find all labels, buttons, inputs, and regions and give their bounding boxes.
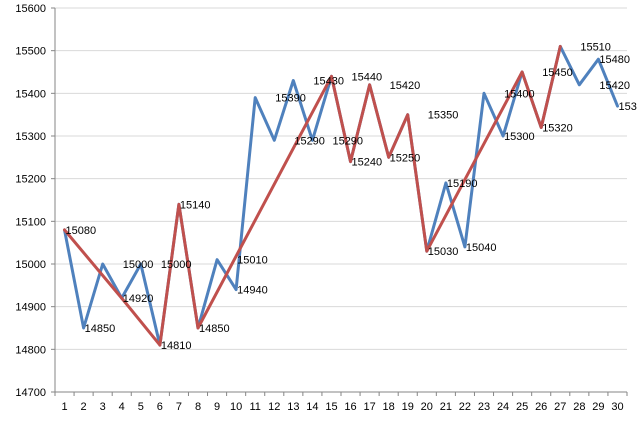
x-tick-label: 22 [459, 401, 471, 413]
x-tick-label: 11 [249, 401, 260, 413]
data-label: 15080 [66, 225, 97, 237]
data-label: 15370 [618, 101, 637, 113]
data-label: 15190 [447, 178, 478, 190]
data-label: 15390 [275, 93, 306, 105]
x-tick-label: 26 [535, 401, 547, 413]
x-tick-label: 7 [176, 401, 182, 413]
data-label: 15350 [428, 110, 459, 122]
data-label: 14850 [199, 323, 230, 335]
y-tick-label: 14700 [15, 387, 46, 399]
data-label: 15300 [504, 131, 535, 143]
y-tick-label: 15500 [15, 46, 46, 58]
data-label: 15040 [466, 242, 497, 254]
data-label: 15420 [599, 80, 630, 92]
data-label: 15140 [180, 199, 211, 211]
y-tick-label: 15200 [15, 174, 46, 186]
x-tick-label: 18 [383, 401, 395, 413]
data-label: 15440 [352, 71, 383, 83]
x-tick-label: 16 [344, 401, 356, 413]
data-label: 14920 [123, 293, 154, 305]
data-label: 15480 [599, 54, 630, 66]
y-tick-label: 14800 [15, 344, 46, 356]
y-tick-label: 14900 [15, 302, 46, 314]
y-tick-label: 15400 [15, 88, 46, 100]
x-tick-label: 25 [516, 401, 528, 413]
data-label: 15250 [390, 152, 421, 164]
x-tick-label: 4 [119, 401, 125, 413]
data-label: 15510 [580, 41, 611, 53]
x-tick-label: 30 [611, 401, 623, 413]
y-tick-label: 15600 [15, 3, 46, 15]
x-tick-label: 1 [61, 401, 67, 413]
x-tick-label: 28 [573, 401, 585, 413]
series-line-2 [63, 44, 562, 347]
x-tick-label: 9 [214, 401, 220, 413]
axes [54, 8, 627, 393]
x-tick-label: 20 [421, 401, 433, 413]
data-label: 15030 [428, 246, 459, 258]
y-tick-label: 15300 [15, 131, 46, 143]
x-axis-ticks: 1 2 3 4 5 6 7 8 9 10 11 12 13 14 15 16 17 18 19 20 21 22 23 24 2… [54, 392, 628, 413]
x-tick-label: 19 [402, 401, 414, 413]
data-label: 14810 [161, 340, 192, 352]
data-label: 15450 [542, 67, 573, 79]
x-tick-label: 2 [81, 401, 87, 413]
x-tick-label: 21 [440, 401, 452, 413]
x-tick-label: 10 [230, 401, 242, 413]
x-tick-label: 3 [100, 401, 106, 413]
data-label: 15430 [313, 76, 344, 88]
x-tick-label: 29 [592, 401, 604, 413]
data-label: 15000 [123, 259, 154, 271]
data-label: 15000 [161, 259, 192, 271]
y-tick-label: 15000 [15, 259, 46, 271]
data-label: 15400 [504, 88, 535, 100]
x-tick-label: 15 [325, 401, 337, 413]
x-tick-label: 17 [363, 401, 375, 413]
x-tick-label: 6 [157, 401, 163, 413]
data-label: 14940 [237, 285, 268, 297]
y-tick-label: 15100 [15, 216, 46, 228]
x-tick-label: 12 [268, 401, 280, 413]
x-tick-label: 24 [497, 401, 509, 413]
x-tick-label: 13 [287, 401, 299, 413]
y-axis-ticks: 14700 14800 14900 15000 15100 15200 15300 15400… [15, 3, 55, 399]
data-label: 15290 [332, 135, 363, 147]
data-labels: 15080 14850 15000 15000 14920 15140 14810 14850… [66, 41, 637, 352]
data-label: 15240 [352, 157, 383, 169]
x-tick-label: 23 [478, 401, 490, 413]
data-label: 15290 [294, 135, 325, 147]
data-label: 15420 [390, 80, 421, 92]
data-label: 15320 [542, 122, 573, 134]
x-tick-label: 27 [554, 401, 566, 413]
x-tick-label: 14 [306, 401, 318, 413]
data-label: 15010 [237, 255, 268, 267]
x-tick-label: 5 [138, 401, 144, 413]
data-label: 14850 [85, 323, 116, 335]
x-tick-label: 8 [195, 401, 201, 413]
series-lines [63, 44, 619, 347]
